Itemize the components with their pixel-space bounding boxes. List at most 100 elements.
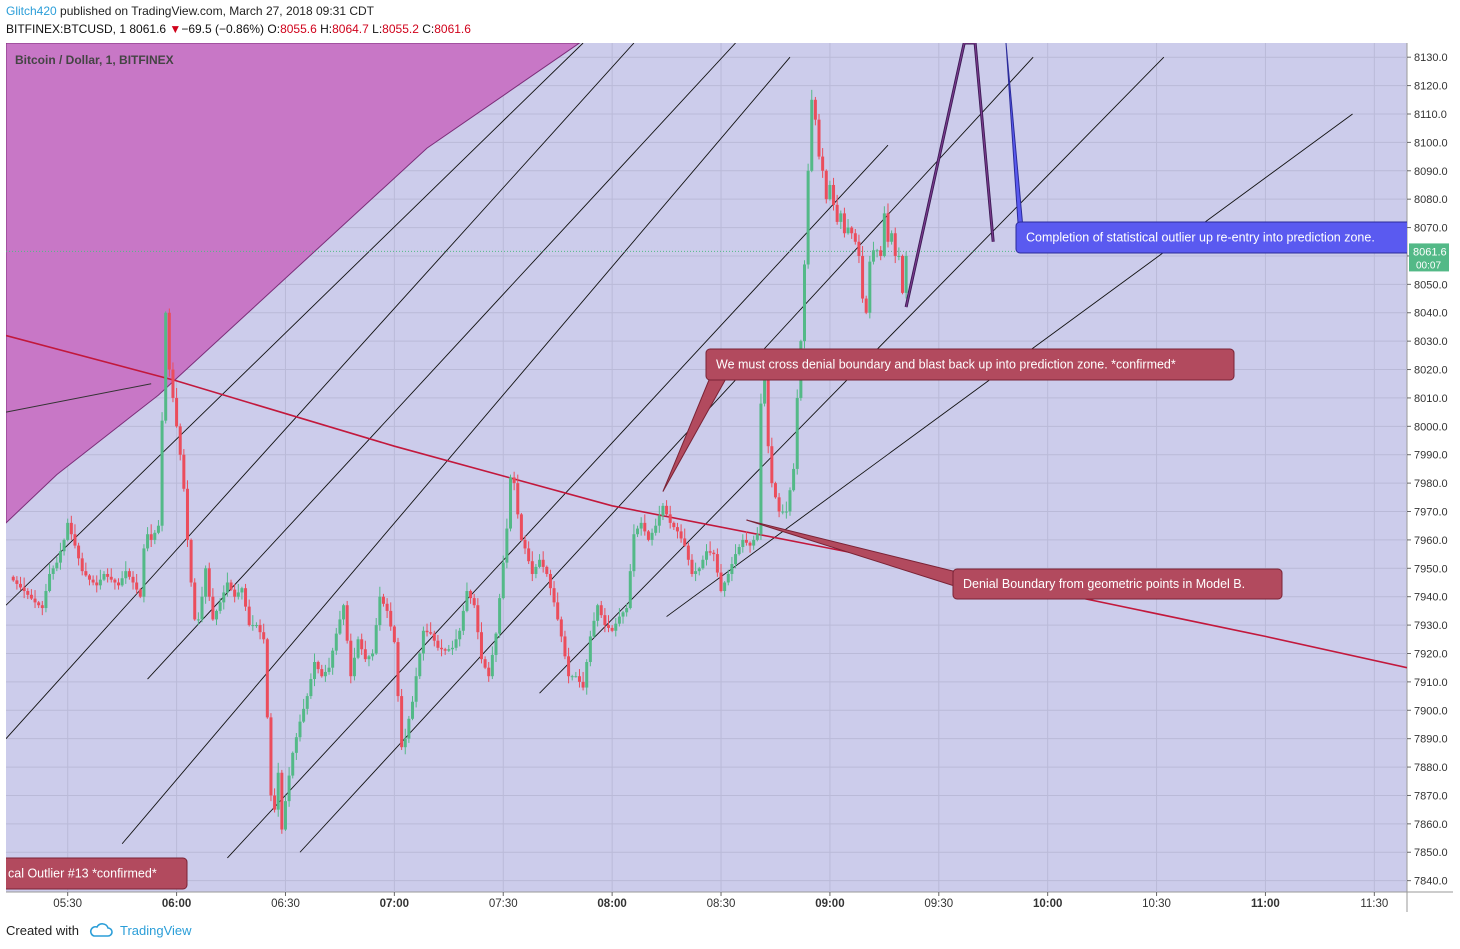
tradingview-brand-link[interactable]: TradingView <box>120 923 192 938</box>
price-axis-label: 7860.0 <box>1414 819 1448 831</box>
candle-body <box>879 250 883 256</box>
candle-body <box>694 571 698 574</box>
annotation-outlier-13-box <box>6 857 188 890</box>
candle-body <box>95 582 99 586</box>
price-axis-label: 8070.0 <box>1414 223 1448 235</box>
candle-body <box>265 639 269 718</box>
price-axis-label: 8080.0 <box>1414 194 1448 206</box>
candle-body <box>113 579 117 583</box>
time-axis-label: 10:30 <box>1142 898 1171 910</box>
candle-body <box>135 582 139 590</box>
price-axis-label: 7960.0 <box>1414 535 1448 547</box>
candle-body <box>465 591 469 611</box>
candle-body <box>40 605 44 609</box>
candle-body <box>167 312 171 370</box>
candle-body <box>454 639 458 648</box>
candle-body <box>628 571 632 609</box>
candle-body <box>273 795 277 810</box>
candle-body <box>204 568 208 597</box>
candle-body <box>545 566 549 574</box>
candle-body <box>247 606 251 626</box>
price-axis-label: 8030.0 <box>1414 336 1448 348</box>
candle-body <box>349 640 353 677</box>
price-axis-label: 8120.0 <box>1414 81 1448 93</box>
candle-body <box>487 667 491 677</box>
candle-body <box>505 528 509 563</box>
countdown-text: 00:07 <box>1416 260 1441 271</box>
tradingview-cloud-icon <box>89 923 113 940</box>
candle-body <box>773 483 777 498</box>
candle-body <box>697 568 701 572</box>
channel-line <box>299 56 1034 853</box>
candle-body <box>897 255 901 257</box>
candle-body <box>432 633 436 641</box>
candle-body <box>414 676 418 702</box>
candle-body <box>244 588 248 607</box>
candle-body <box>548 573 552 589</box>
candle-body <box>298 721 302 738</box>
candle-body <box>320 669 324 677</box>
candle-body <box>559 619 563 637</box>
price-axis-label: 8130.0 <box>1414 52 1448 64</box>
annotation-outlier-completion-text: Completion of statistical outlier up re-… <box>1026 231 1375 245</box>
price-axis-label: 7930.0 <box>1414 620 1448 632</box>
time-axis-label: 08:00 <box>597 898 626 910</box>
candle-body <box>705 551 708 560</box>
candle-body <box>294 737 298 753</box>
candle-body <box>22 587 26 592</box>
candle-body <box>11 576 15 581</box>
candle-body <box>421 630 425 654</box>
price-axis-label: 8040.0 <box>1414 308 1448 320</box>
candle-body <box>211 596 215 620</box>
candle-body <box>792 468 796 491</box>
candle-body <box>69 522 73 535</box>
candle-body <box>215 610 219 620</box>
ohlc-header: BITFINEX:BTCUSD, 1 8061.6 ▼−69.5 (−0.86%… <box>6 22 471 36</box>
candle-body <box>770 446 774 484</box>
candle-body <box>527 548 531 562</box>
candle-body <box>813 99 817 120</box>
price-axis-label: 7940.0 <box>1414 592 1448 604</box>
candle-body <box>904 255 908 293</box>
last-price-badge-text: 8061.6 <box>1413 246 1447 258</box>
candle-body <box>861 255 865 299</box>
price-chart[interactable]: We must cross denial boundary and blast … <box>6 43 1453 912</box>
candle-body <box>534 566 538 574</box>
candle-body <box>19 583 23 588</box>
candle-body <box>236 592 240 597</box>
candle-body <box>458 630 462 640</box>
candle-body <box>723 582 727 592</box>
price-axis-label: 7950.0 <box>1414 563 1448 575</box>
candle-body <box>509 477 513 529</box>
candle-body <box>574 676 578 678</box>
candle-body <box>229 582 233 590</box>
candle-body <box>429 632 433 634</box>
price-axis-label: 7870.0 <box>1414 790 1448 802</box>
candle-body <box>472 598 476 606</box>
candle-body <box>636 528 640 535</box>
candle-body <box>657 515 661 526</box>
candle-body <box>189 539 193 583</box>
candle-body <box>381 596 385 604</box>
candle-body <box>378 596 382 626</box>
author-link[interactable]: Glitch420 <box>6 4 57 18</box>
candle-body <box>701 559 705 569</box>
candle-body <box>755 534 759 540</box>
plot-area: We must cross denial boundary and blast … <box>6 43 1407 892</box>
time-axis-label: 09:00 <box>815 898 844 910</box>
candle-body <box>73 534 77 546</box>
candle-body <box>418 653 422 677</box>
price-axis-label: 7890.0 <box>1414 734 1448 746</box>
candle-body <box>58 551 62 563</box>
candle-body <box>835 204 839 222</box>
candle-body <box>15 580 19 584</box>
candle-body <box>385 603 389 611</box>
candle-body <box>538 559 542 567</box>
candle-body <box>44 591 48 609</box>
candle-body <box>501 562 505 599</box>
annotation-cross-denial-text: We must cross denial boundary and blast … <box>716 358 1176 372</box>
candle-body <box>643 522 647 532</box>
price-axis-label: 8010.0 <box>1414 393 1448 405</box>
candle-body <box>556 602 560 620</box>
candle-body <box>160 420 164 526</box>
